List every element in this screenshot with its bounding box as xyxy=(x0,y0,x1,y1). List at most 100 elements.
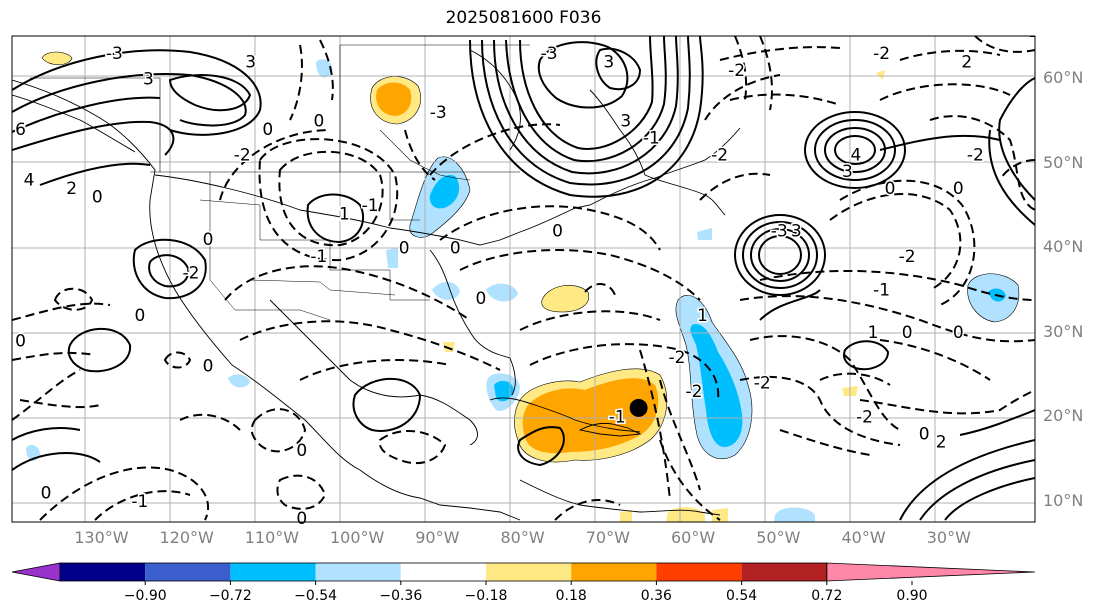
contour-label: -2 xyxy=(711,145,728,165)
lon-label: 70°W xyxy=(585,528,630,547)
colorbar-outline xyxy=(59,562,828,582)
contour-label: -2 xyxy=(686,382,703,402)
colorbar-tick-label: 0.72 xyxy=(811,588,843,604)
contour-label: -3 xyxy=(106,44,123,64)
contour-label: 1 xyxy=(697,306,708,326)
lon-label: 120°W xyxy=(159,528,214,547)
contour-label: 0 xyxy=(41,483,52,503)
contour-label: 3 xyxy=(245,52,256,72)
contour-label: 0 xyxy=(15,331,26,351)
contour-label: 0 xyxy=(552,221,563,241)
contour-label: 0 xyxy=(134,306,145,326)
contour-label: 1 xyxy=(868,323,879,343)
negative-shade-se2 xyxy=(486,283,518,302)
map-title: 2025081600 F036 xyxy=(445,8,602,28)
contour-label: -1 xyxy=(131,492,148,512)
colorbar-segment xyxy=(400,563,486,581)
lon-label: 130°W xyxy=(74,528,129,547)
contour-label: 0 xyxy=(902,323,913,343)
contour-label: 0 xyxy=(203,357,214,377)
colorbar-segment xyxy=(741,563,827,581)
contour-label: -1 xyxy=(609,407,626,427)
contour-label: 3 xyxy=(791,221,802,241)
height-contours xyxy=(12,36,1035,521)
lat-label: 30°N xyxy=(1043,321,1084,341)
contour-label: -2 xyxy=(967,145,984,165)
contour-label: 0 xyxy=(953,179,964,199)
negative-shade-small xyxy=(697,228,712,240)
contour-label: -2 xyxy=(873,44,890,64)
lon-label: 30°W xyxy=(926,528,971,547)
contour-label: 4 xyxy=(24,171,35,191)
contour-label: -3 xyxy=(541,44,558,64)
contour-label: 0 xyxy=(92,188,103,208)
lat-label: 40°N xyxy=(1043,237,1084,257)
contour-label: 3 xyxy=(603,52,614,72)
contour-label: 0 xyxy=(919,424,930,444)
lon-label: 90°W xyxy=(415,528,460,547)
mid-shade-hudson xyxy=(376,82,412,116)
negative-shade-small2 xyxy=(386,248,398,268)
contour-label: -1 xyxy=(362,196,379,216)
colorbar-segment xyxy=(145,563,231,581)
contour-label: -2 xyxy=(668,348,685,368)
lon-label: 100°W xyxy=(330,528,385,547)
colorbar-segment xyxy=(656,563,742,581)
lat-label: 20°N xyxy=(1043,406,1084,426)
colorbar-tick-label: −0.36 xyxy=(379,588,423,604)
contour-label: 3 xyxy=(143,69,154,89)
colorbar-tick-label: −0.18 xyxy=(464,588,508,604)
contour-label: -2 xyxy=(183,264,200,284)
colorbar-tick-label: −0.54 xyxy=(294,588,338,604)
contour-label: 0 xyxy=(399,238,410,258)
mid-shade-greatlakes xyxy=(429,174,460,209)
mid-shade-gulf xyxy=(494,380,514,402)
storm-center-marker xyxy=(629,398,648,417)
colorbar xyxy=(11,562,1036,585)
contour-label: -2 xyxy=(728,61,745,81)
contour-label: 0 xyxy=(953,323,964,343)
contour-label: 0 xyxy=(885,179,896,199)
lon-label: 40°W xyxy=(841,528,886,547)
colorbar-segment xyxy=(486,563,572,581)
lat-label: 50°N xyxy=(1043,152,1084,172)
contour-label: 0 xyxy=(450,238,461,258)
mid-shade-caribbean xyxy=(522,378,659,454)
plot-border xyxy=(11,35,1036,523)
contour-label: 4 xyxy=(851,145,862,165)
contour-label: -2 xyxy=(754,374,771,394)
lat-label: 60°N xyxy=(1043,68,1084,88)
contour-label: 6 xyxy=(15,120,26,140)
positive-shade-atlantic xyxy=(541,285,590,313)
lon-label: 60°W xyxy=(671,528,716,547)
contour-label: 0 xyxy=(296,509,307,529)
contour-label: -3 xyxy=(430,103,447,123)
colorbar-tick-label: −0.90 xyxy=(123,588,167,604)
positive-shade-south1 xyxy=(620,510,632,522)
colorbar-segment xyxy=(230,563,316,581)
coastlines xyxy=(12,44,741,521)
contour-label: 0 xyxy=(313,112,324,132)
contour-label: -1 xyxy=(310,247,327,267)
contour-label: 2 xyxy=(961,52,972,72)
lat-label: 10°N xyxy=(1043,490,1084,510)
negative-shade-se1 xyxy=(432,281,460,300)
contour-label: 1 xyxy=(339,204,350,224)
height-contours-dashed xyxy=(12,36,1035,521)
positive-shade-small1 xyxy=(876,70,885,80)
lon-label: 110°W xyxy=(244,528,300,547)
contour-label: 0 xyxy=(296,441,307,461)
colorbar-segment xyxy=(315,563,401,581)
colorbar-tick-label: 0.54 xyxy=(726,588,758,604)
colorbar-tick-label: 0.90 xyxy=(896,588,928,604)
positive-shade-south2 xyxy=(666,507,705,522)
contour-label: -1 xyxy=(873,281,890,301)
contour-label: -3 xyxy=(771,221,788,241)
contour-label: -2 xyxy=(899,247,916,267)
contour-label: -2 xyxy=(234,145,251,165)
contour-label: 2 xyxy=(66,179,77,199)
colorbar-tick-label: −0.72 xyxy=(208,588,252,604)
colorbar-tick-label: 0.18 xyxy=(555,588,587,604)
colorbar-segment xyxy=(571,563,657,581)
